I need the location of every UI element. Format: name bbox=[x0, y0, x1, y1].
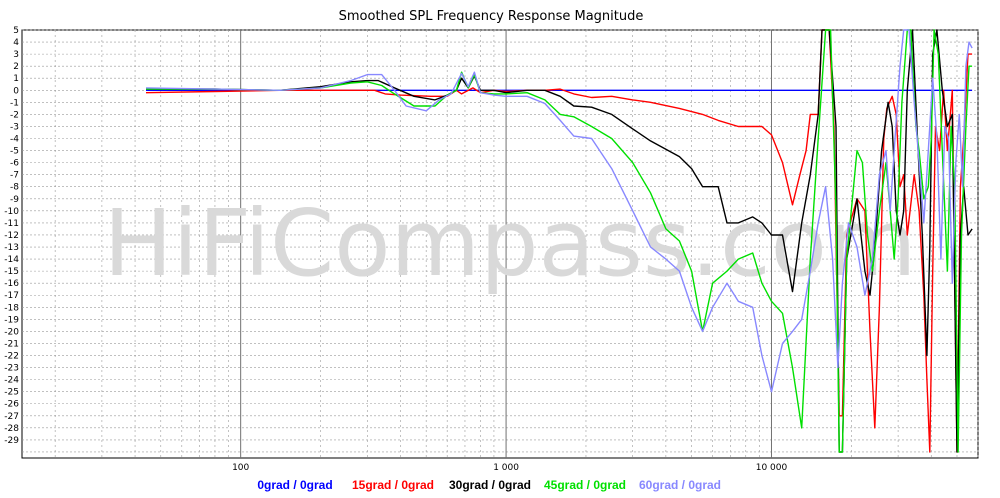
y-tick-label: -20 bbox=[4, 327, 19, 337]
y-tick-label: -6 bbox=[10, 159, 19, 169]
y-tick-label: -2 bbox=[10, 110, 19, 120]
legend-item-1: 15grad / 0grad bbox=[352, 478, 434, 492]
y-tick-label: -12 bbox=[4, 231, 19, 241]
y-tick-label: -13 bbox=[4, 243, 19, 253]
y-tick-label: -25 bbox=[4, 388, 19, 398]
y-tick-label: -15 bbox=[4, 267, 19, 277]
series-line-2 bbox=[146, 29, 973, 453]
grid-lines bbox=[22, 29, 979, 458]
y-tick-label: 3 bbox=[13, 50, 19, 60]
legend-item-3: 45grad / 0grad bbox=[544, 478, 626, 492]
y-tick-label: -7 bbox=[10, 171, 19, 181]
y-tick-label: -16 bbox=[4, 279, 19, 289]
y-tick-label: -17 bbox=[4, 291, 19, 301]
y-tick-label: -9 bbox=[10, 195, 19, 205]
y-tick-label: 1 bbox=[13, 74, 19, 84]
y-tick-label: -14 bbox=[4, 255, 19, 265]
y-tick-label: 0 bbox=[13, 86, 19, 96]
y-tick-label: 2 bbox=[13, 62, 19, 72]
series-line-1 bbox=[145, 29, 973, 453]
y-tick-label: -11 bbox=[4, 219, 19, 229]
y-tick-label: -1 bbox=[10, 98, 19, 108]
chart-title: Smoothed SPL Frequency Response Magnitud… bbox=[339, 9, 644, 24]
legend-item-4: 60grad / 0grad bbox=[639, 478, 721, 492]
y-tick-label: -21 bbox=[4, 339, 19, 349]
y-tick-label: -19 bbox=[4, 315, 19, 325]
legend-item-0: 0grad / 0grad bbox=[257, 478, 332, 492]
y-tick-label: -28 bbox=[4, 424, 19, 434]
y-tick-label: -8 bbox=[10, 183, 19, 193]
y-tick-label: -3 bbox=[10, 122, 19, 132]
y-tick-label: -18 bbox=[4, 303, 19, 313]
y-tick-label: -4 bbox=[10, 135, 19, 145]
legend-item-2: 30grad / 0grad bbox=[449, 478, 531, 492]
y-tick-label: -27 bbox=[4, 412, 19, 422]
y-tick-label: -22 bbox=[4, 352, 19, 362]
x-axis-ticks: 100 1 000 10 000 bbox=[232, 463, 787, 473]
y-tick-label: -24 bbox=[4, 376, 19, 386]
y-tick-label: -5 bbox=[10, 147, 19, 157]
x-tick-label: 10 000 bbox=[756, 463, 788, 473]
y-tick-label: 5 bbox=[13, 26, 19, 36]
y-tick-label: -29 bbox=[4, 436, 19, 446]
series-lines bbox=[145, 29, 973, 453]
y-tick-label: -10 bbox=[4, 207, 19, 217]
x-tick-label: 1 000 bbox=[493, 463, 519, 473]
y-tick-label: -26 bbox=[4, 400, 19, 410]
legend: 0grad / 0grad 15grad / 0grad 30grad / 0gra… bbox=[257, 478, 721, 492]
y-tick-label: 4 bbox=[13, 38, 19, 48]
y-axis-ticks: 5 4 3 2 1 0 -1 -2 -3 -4 -5 -6 -7 -8 -9 -10 -11 -12 -13 -14 -… bbox=[4, 26, 19, 446]
y-tick-label: -23 bbox=[4, 364, 19, 374]
watermark: HiFiCompass.com bbox=[103, 190, 916, 297]
series-line-4 bbox=[145, 29, 973, 393]
x-tick-label: 100 bbox=[232, 463, 249, 473]
